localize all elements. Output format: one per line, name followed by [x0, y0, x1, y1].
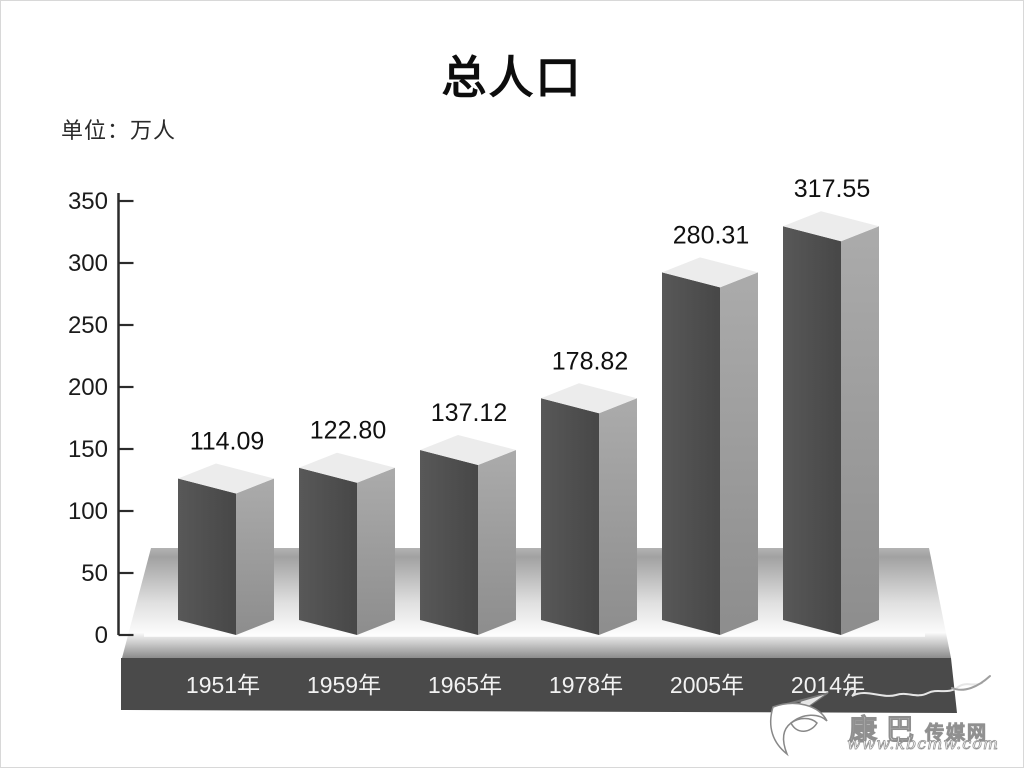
bar-1965年: [420, 434, 516, 635]
y-axis-tick-label: 0: [95, 622, 108, 649]
x-axis-category-label: 1965年: [428, 672, 502, 698]
watermark-site-name-small: 传媒网: [925, 723, 989, 745]
bar-top-face: [541, 383, 637, 414]
bar-side-face: [357, 467, 395, 635]
y-axis-tick-label: 50: [81, 560, 108, 587]
bar-2014年: [783, 211, 879, 635]
bar-top-face: [420, 434, 516, 465]
watermark-site-name: 康巴 传媒网: [848, 708, 989, 748]
bar-value-label: 114.09: [190, 428, 265, 456]
bar-1951年: [178, 463, 274, 635]
bar-front-face: [420, 449, 478, 635]
y-axis-tick-label: 200: [68, 374, 108, 401]
bar-top-face: [783, 211, 879, 242]
y-axis-tick-label: 100: [68, 498, 108, 525]
unit-label: 单位：万人: [61, 118, 177, 143]
bar-value-label: 122.80: [310, 417, 386, 445]
bar-side-face: [720, 272, 758, 635]
bar-top-face: [178, 463, 274, 494]
bar-1959年: [299, 452, 395, 635]
bar-side-face: [841, 226, 879, 635]
bar-value-label: 137.12: [431, 399, 507, 427]
x-axis-category-label: 1951年: [186, 672, 260, 698]
y-axis-tick-label: 150: [68, 436, 108, 463]
y-axis-tick-label: 350: [68, 188, 108, 215]
bar-value-label: 178.82: [552, 347, 628, 375]
y-axis-tick-label: 250: [68, 312, 108, 339]
bar-side-face: [478, 449, 516, 635]
watermark-site-url: www.kbcmw.com: [847, 734, 999, 754]
bar-front-face: [662, 272, 720, 635]
x-axis-category-label: 1959年: [307, 672, 381, 698]
bar-2005年: [662, 257, 758, 635]
bar-side-face: [236, 478, 274, 635]
bar-value-label: 280.31: [673, 221, 749, 249]
bar-side-face: [599, 398, 637, 635]
bar-front-face: [541, 398, 599, 635]
y-axis-tick-label: 300: [68, 250, 108, 277]
bar-1978年: [541, 383, 637, 635]
bar-front-face: [783, 226, 841, 635]
watermark-site-name-large: 康巴: [848, 714, 924, 746]
bar-top-face: [299, 452, 395, 483]
base-band: [121, 658, 957, 713]
bar-front-face: [299, 467, 357, 635]
bar-top-face: [662, 257, 758, 288]
bar-value-label: 317.55: [794, 175, 870, 203]
x-axis-category-label: 1978年: [549, 672, 623, 698]
watermark: 康巴 传媒网 www.kbcmw.com: [751, 664, 1023, 767]
watermark-logo-icon: [769, 675, 991, 757]
page-title: 总人口: [441, 52, 583, 103]
x-axis-category-label: 2005年: [670, 672, 744, 698]
bar-front-face: [178, 478, 236, 635]
